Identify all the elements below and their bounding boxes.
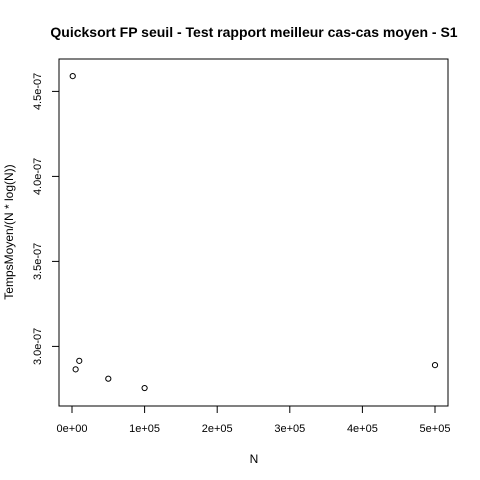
x-tick-label: 4e+05 [347, 423, 378, 435]
y-tick-label: 3.0e-07 [32, 328, 44, 365]
x-axis: 0e+00 1e+05 2e+05 3e+05 4e+05 5e+05 [57, 405, 451, 435]
plot-frame [58, 58, 449, 407]
y-tick-label: 3.5e-07 [32, 243, 44, 280]
data-points [69, 73, 439, 392]
data-point [76, 357, 83, 364]
x-tick-label: 3e+05 [274, 423, 305, 435]
x-tick-label: 0e+00 [57, 423, 88, 435]
chart-title: Quicksort FP seuil - Test rapport meille… [50, 24, 457, 40]
x-tick-label: 2e+05 [202, 423, 233, 435]
y-axis-label: TempsMoyen/(N * log(N)) [2, 164, 16, 299]
data-point [105, 375, 112, 382]
data-point [72, 366, 79, 373]
data-point [69, 73, 76, 80]
y-tick-label: 4.5e-07 [32, 73, 44, 110]
x-tick-label: 5e+05 [420, 423, 451, 435]
data-point [141, 384, 148, 392]
x-tick-label: 1e+05 [129, 423, 160, 435]
y-axis: 3.0e-07 3.5e-07 4.0e-07 4.5e-07 [32, 73, 60, 365]
data-point [431, 362, 439, 369]
y-tick-label: 4.0e-07 [32, 158, 44, 195]
x-axis-label: N [250, 452, 259, 466]
